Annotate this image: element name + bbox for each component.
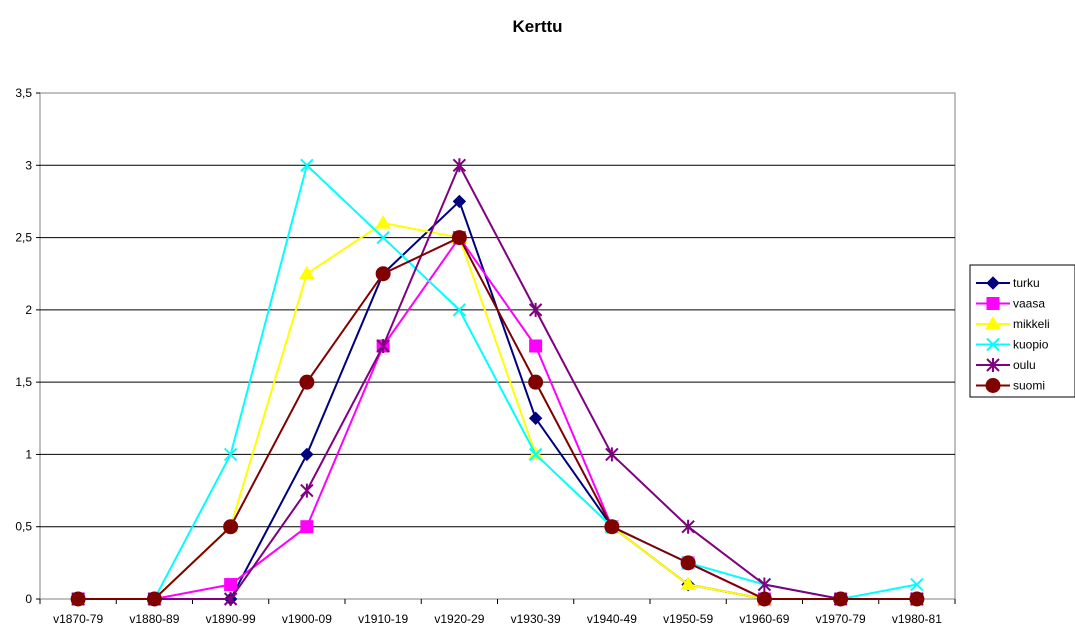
legend-swatch-marker [985,378,1001,393]
legend-label: turku [1013,276,1040,290]
y-tick-label: 3,5 [15,86,32,100]
data-point-oulu [452,158,467,173]
data-point-suomi [223,519,239,535]
data-point-vaasa [224,578,238,592]
data-point-suomi [604,519,620,535]
data-point-suomi [756,591,772,607]
data-point-vaasa [529,339,543,353]
x-tick-label: v1970-79 [816,612,866,626]
data-point-turku [528,411,543,425]
y-tick-label: 3 [25,158,32,172]
data-point-mikkeli [680,576,696,591]
x-tick-label: v1960-69 [739,612,789,626]
data-point-suomi [909,591,925,607]
y-axis-ticks: 0 0,5 1 1,5 2 2,5 3 3,5 [15,86,40,606]
legend-swatch-marker [985,316,1001,330]
legend-item-mikkeli: mikkeli [976,316,1050,331]
data-point-mikkeli [375,215,391,229]
x-tick-label: v1870-79 [53,612,103,626]
x-tick-label: v1980-81 [892,612,942,626]
data-point-oulu [681,519,695,534]
data-point-kuopio [452,303,467,317]
data-point-mikkeli [299,265,315,280]
x-tick-label: v1910-19 [358,612,408,626]
chart-title: Kerttu [512,17,563,36]
legend-item-oulu: oulu [976,358,1036,372]
legend-item-vaasa: vaasa [976,297,1045,311]
x-axis-ticks: v1870-79 v1880-89 v1890-99 v1900-09 v1910-19… [39,599,956,626]
data-point-kuopio [528,447,543,462]
data-point-kuopio [910,577,924,592]
data-point-oulu [605,447,619,462]
legend-item-turku: turku [976,276,1040,290]
x-tick-label: v1930-39 [511,612,561,626]
data-point-suomi [528,374,544,390]
data-point-suomi [833,591,849,607]
legend-item-suomi: suomi [976,378,1045,393]
series-suomi [70,230,925,607]
legend-item-kuopio: kuopio [976,338,1049,352]
y-tick-label: 1 [25,447,32,461]
y-tick-label: 2,5 [15,231,32,245]
x-tick-label: v1950-59 [663,612,713,626]
y-tick-label: 0,5 [15,520,32,534]
data-point-oulu [376,339,390,353]
x-tick-label: v1900-09 [282,612,332,626]
legend-swatch-marker [986,358,1000,372]
data-point-turku [452,194,467,209]
data-point-oulu [528,302,543,317]
x-tick-label: v1880-89 [129,612,179,626]
y-tick-label: 0 [25,592,32,606]
legend-swatch-marker [986,337,1000,352]
data-point-vaasa [300,520,314,534]
legend: turku vaasa mikkeli kuopio oulu suomi [969,264,1075,398]
data-point-kuopio [223,447,238,462]
data-point-suomi [70,591,86,607]
x-tick-label: v1890-99 [206,612,256,626]
data-point-kuopio [300,158,314,172]
legend-label: oulu [1013,358,1036,372]
legend-label: mikkeli [1013,317,1050,331]
data-point-oulu [223,592,238,606]
x-tick-label: v1920-29 [434,612,484,626]
legend-label: kuopio [1013,338,1049,352]
data-point-suomi [680,555,696,571]
data-point-oulu [757,577,772,592]
data-point-kuopio [376,230,390,245]
legend-swatch-marker [986,276,1000,290]
x-tick-label: v1940-49 [587,612,637,626]
series-line-oulu [78,162,917,600]
legend-label: suomi [1013,379,1045,393]
series-line-suomi [78,236,917,600]
data-point-suomi [375,266,391,282]
legend-swatch-marker [986,297,1000,310]
data-point-suomi [451,230,467,246]
legend-box [969,264,1075,398]
data-point-oulu [300,483,314,498]
y-tick-label: 2 [25,303,32,317]
data-point-suomi [146,591,162,607]
y-tick-label: 1,5 [15,375,32,389]
series-lines [70,158,925,607]
data-point-suomi [299,374,315,390]
data-point-turku [300,447,314,462]
legend-label: vaasa [1013,297,1045,311]
